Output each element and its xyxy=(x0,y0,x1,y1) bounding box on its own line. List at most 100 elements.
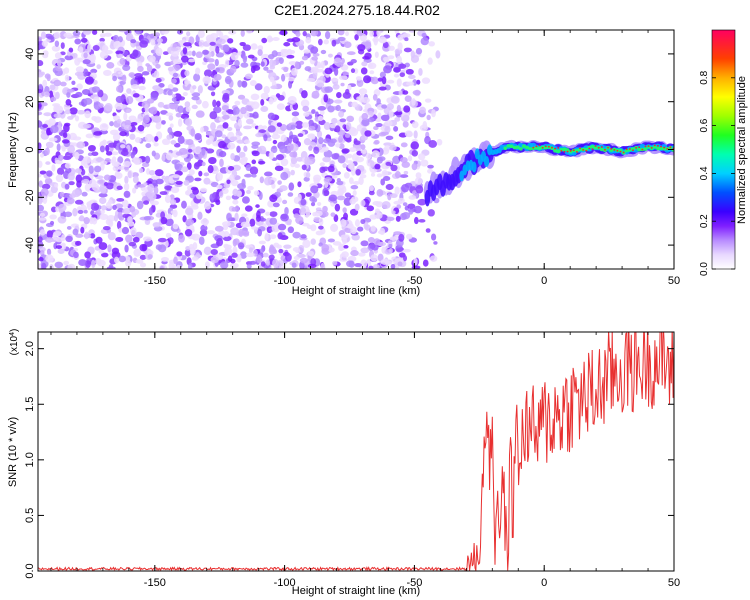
spectrogram-cell xyxy=(178,234,185,243)
spectrogram-cell xyxy=(303,138,312,146)
spectrogram-cell xyxy=(402,248,411,253)
spectrogram-cell xyxy=(251,141,261,147)
spectrogram-ridge-cell xyxy=(659,146,663,150)
spectrogram-cell xyxy=(403,47,412,53)
spectrogram-cell xyxy=(408,195,417,200)
spectrogram-cell xyxy=(116,198,125,202)
spectrogram-cell xyxy=(54,261,64,269)
spectrogram-cell xyxy=(139,243,148,252)
spectrogram-cell xyxy=(143,200,150,205)
spectrogram-cell xyxy=(165,232,172,239)
spectrogram-marks xyxy=(38,30,674,269)
spectrogram-cell xyxy=(313,174,322,182)
spectrogram-cell xyxy=(316,130,323,139)
spectrogram-cell xyxy=(411,163,418,171)
spectrogram-cell xyxy=(415,47,423,55)
spectrogram-cell xyxy=(433,241,438,245)
spectrogram-cell xyxy=(337,184,346,190)
spectrogram-cell xyxy=(342,71,350,76)
spectrogram-cell xyxy=(271,60,277,67)
spectrogram-cell xyxy=(394,186,400,195)
spectrogram-cell xyxy=(240,30,245,37)
spectrogram-ridge-cell xyxy=(537,146,542,151)
spectrogram-cell xyxy=(72,207,78,217)
spectrogram-cell xyxy=(324,86,333,93)
spectrogram-cell xyxy=(370,172,376,177)
spectrogram-cell xyxy=(192,85,197,90)
spectrogram-cell xyxy=(428,140,438,148)
spectrogram-cell xyxy=(258,240,266,245)
spectrogram-cell xyxy=(56,167,65,176)
spectrogram-cell xyxy=(435,50,441,59)
spectrogram-ridge-cell xyxy=(638,146,641,149)
spectrogram-cell xyxy=(292,231,301,239)
spectrogram-cell xyxy=(366,205,375,212)
spectrogram-cell xyxy=(157,101,165,108)
snr-xtick-label: -150 xyxy=(144,577,166,589)
spectrogram-cell xyxy=(210,181,219,188)
spectrogram-cell xyxy=(55,245,63,249)
spectrogram-cell xyxy=(283,244,292,249)
spectrogram-cell xyxy=(160,217,168,225)
spectrogram-cell xyxy=(222,94,230,103)
spectrogram-cell xyxy=(279,185,288,192)
spectrogram-cell xyxy=(101,252,109,258)
spectrogram-cell xyxy=(265,259,271,266)
spectrogram-cell xyxy=(125,234,133,243)
spectrogram-cell xyxy=(188,169,195,176)
spectrogram-cell xyxy=(177,135,185,144)
spectrogram-cell xyxy=(66,197,75,205)
spectrogram-cell xyxy=(317,61,322,68)
spectrogram-cell xyxy=(241,156,248,162)
spectrogram-cell xyxy=(360,67,368,75)
spectrogram-cell xyxy=(394,171,401,179)
spectrogram-cell xyxy=(269,76,275,83)
spectrogram-cell xyxy=(263,66,269,71)
spectrogram-cell xyxy=(122,207,131,215)
spectrogram-cell xyxy=(144,133,154,143)
spectrogram-cell xyxy=(427,168,434,174)
spectrogram-cell xyxy=(95,236,103,244)
spectrogram-cell xyxy=(228,30,237,35)
spectrogram-cell xyxy=(412,89,421,96)
colorbar-tick-label: 0.8 xyxy=(699,70,710,84)
spectrogram-cell xyxy=(217,38,226,45)
spectrogram-ridge-cell xyxy=(551,146,553,149)
colorbar-label: Normalized spectral amplitude xyxy=(736,76,748,224)
spectrogram-ridge-cell xyxy=(557,147,560,149)
spectrogram-cell xyxy=(277,232,283,240)
spectrogram-cell xyxy=(50,206,57,213)
spectrogram-cell xyxy=(244,205,253,212)
spectrogram-cell xyxy=(237,242,245,250)
spectrogram-ridge-cell xyxy=(560,149,563,152)
spectrogram-cell xyxy=(171,174,181,179)
spectrogram-cell xyxy=(84,110,91,119)
spectrogram-ridge-cell xyxy=(579,147,581,150)
spectrogram-cell xyxy=(45,161,51,165)
spectrogram-cell xyxy=(384,249,392,255)
spectrogram-cell xyxy=(287,76,295,82)
spectrogram-cell xyxy=(353,140,361,146)
spectrogram-ridge-cell xyxy=(534,146,539,150)
spectrogram-cell xyxy=(42,124,49,128)
spectrogram-cell xyxy=(143,182,148,187)
spectrogram-cell xyxy=(427,57,433,65)
spectrogram-ylabel: Frequency (Hz) xyxy=(7,112,19,188)
spectrogram-cell xyxy=(133,157,141,165)
spectrogram-cell xyxy=(45,254,54,263)
spectrogram-cell xyxy=(275,154,285,161)
spectrogram-cell xyxy=(42,195,48,204)
spectrogram-cell xyxy=(92,45,100,51)
spectrogram-cell xyxy=(49,264,54,269)
spectrogram-cell xyxy=(334,125,341,133)
spectrogram-cell xyxy=(403,170,409,175)
spectrogram-cell xyxy=(427,209,435,217)
spectrogram-cell xyxy=(210,91,216,97)
spectrogram-cell xyxy=(350,185,359,190)
spectrogram-cell xyxy=(123,124,132,131)
spectrogram-cell xyxy=(310,30,319,37)
spectrogram-cell xyxy=(74,199,84,205)
spectrogram-cell xyxy=(141,71,150,76)
spectrogram-cell xyxy=(292,207,302,216)
spectrogram-cell xyxy=(355,76,362,81)
